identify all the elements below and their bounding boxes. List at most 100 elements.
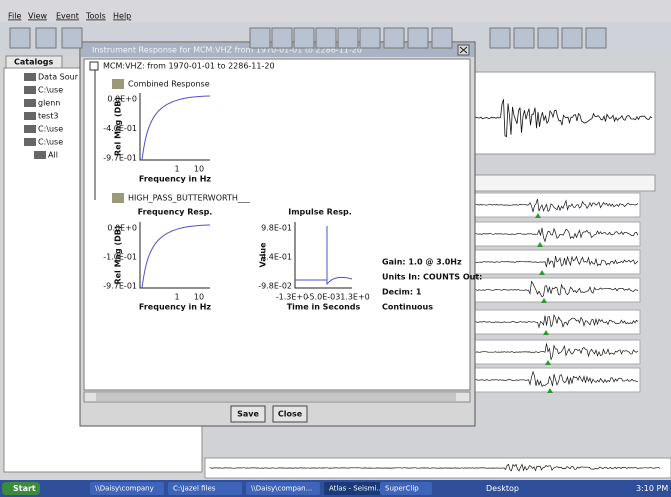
tool-button[interactable]	[407, 27, 429, 49]
tool-button[interactable]	[383, 27, 405, 49]
tree-item[interactable]: C:\use	[38, 125, 63, 134]
menu-item[interactable]: File	[8, 12, 21, 21]
folder-icon	[112, 79, 124, 89]
tool-button[interactable]	[489, 27, 511, 49]
x-tick-label: 1	[174, 293, 179, 302]
catalogs-tab[interactable]	[5, 55, 63, 69]
tree-item[interactable]: glenn	[38, 99, 60, 108]
dialog-content	[83, 58, 471, 391]
tool-button[interactable]	[337, 27, 359, 49]
close-x-icon	[459, 46, 468, 54]
y-tick-label: -1.0E-01	[103, 253, 137, 262]
tool-button[interactable]	[315, 27, 337, 49]
tree-item[interactable]: test3	[38, 112, 58, 121]
menu-bar	[0, 0, 671, 22]
trace	[475, 343, 639, 361]
pick-marker	[543, 330, 549, 335]
plot-title: Impulse Resp.	[288, 208, 352, 217]
button-label[interactable]: Close	[278, 410, 303, 419]
task-label[interactable]: C:\Jazel files	[173, 485, 216, 493]
tree-root[interactable]: MCM:VHZ: from 1970-01-01 to 2286-11-20	[103, 62, 275, 71]
x-axis-label: Frequency in Hz	[139, 175, 212, 184]
tool-button[interactable]	[513, 27, 535, 49]
tree-icon	[24, 138, 36, 146]
menu-item[interactable]: Tools	[85, 12, 106, 21]
tree-item[interactable]: Data Sour	[38, 73, 79, 82]
scroll-thumb[interactable]	[96, 393, 456, 401]
tool-button[interactable]	[271, 27, 293, 49]
pick-marker	[547, 388, 553, 393]
response-curve	[141, 95, 211, 161]
info-line: Units In: COUNTS Out:	[382, 273, 482, 282]
menu-item[interactable]: Help	[113, 12, 131, 21]
menu-item[interactable]: Event	[56, 12, 79, 21]
tree-item[interactable]: C:\use	[38, 86, 63, 95]
task-label[interactable]: \\Daisy\compan...	[251, 485, 312, 493]
tool-button[interactable]	[561, 27, 583, 49]
dialog-title: Instrument Response for MCM:VHZ from 197…	[92, 46, 362, 55]
button-label[interactable]: Save	[237, 410, 259, 419]
tool-button[interactable]	[249, 27, 271, 49]
trace	[471, 99, 653, 138]
tree-node[interactable]: HIGH_PASS_BUTTERWORTH___	[128, 194, 251, 203]
y-tick-label: 0.0E+0	[107, 224, 137, 233]
task-label[interactable]: SuperClip	[385, 485, 419, 493]
y-axis-label: Value	[259, 242, 268, 268]
tab-label[interactable]: Catalogs	[14, 58, 53, 67]
x-tick-label: -1.3E+0	[276, 293, 308, 302]
desktop-label[interactable]: Desktop	[486, 484, 519, 493]
y-axis-label: Rel Mag (DB)	[114, 97, 123, 156]
tree-icon	[24, 99, 36, 107]
task-button[interactable]	[380, 482, 432, 495]
task-button[interactable]	[168, 482, 242, 495]
task-button[interactable]	[90, 482, 164, 495]
plot-axes	[139, 222, 210, 289]
y-tick-label: -9.7E-01	[103, 282, 137, 291]
buttons: Save Close	[230, 405, 308, 423]
tree-icon	[34, 151, 46, 159]
info-line: Gain: 1.0 @ 3.0Hz	[382, 258, 462, 267]
catalog-items: Data Sour C:\use glenn test3 C:\use C:\use All	[24, 73, 79, 160]
tree-node[interactable]: Combined Response	[128, 80, 210, 89]
tool-button[interactable]	[35, 27, 57, 49]
top-trace-box	[469, 71, 656, 155]
tree-icon	[24, 125, 36, 133]
dialog-button[interactable]	[230, 405, 266, 423]
trace	[475, 280, 639, 298]
menu-item[interactable]: View	[28, 12, 47, 21]
tree-toggle[interactable]	[89, 61, 99, 71]
tree-icon	[24, 112, 36, 120]
y-tick-label: -9.7E-01	[103, 154, 137, 163]
task-label[interactable]: \\Daisy\company	[95, 485, 154, 493]
trace	[475, 255, 639, 268]
start-label[interactable]: Start	[13, 484, 36, 493]
y-axis-label: Rel Mag (DB)	[114, 225, 123, 284]
y-tick-label: 9.8E-01	[261, 224, 292, 233]
task-button[interactable]	[246, 482, 320, 495]
y-tick-label: -9.8E-02	[258, 282, 292, 291]
tool-button[interactable]	[293, 27, 315, 49]
tree-item[interactable]: All	[48, 151, 58, 160]
task-button[interactable]	[324, 482, 398, 495]
task-label[interactable]: Atlas - Seismi...	[329, 485, 383, 493]
y-tick-label: 4.4E-01	[261, 253, 292, 262]
tree-item[interactable]: C:\use	[38, 138, 63, 147]
tool-button[interactable]	[359, 27, 381, 49]
tool-button[interactable]	[537, 27, 559, 49]
plot-axes	[294, 222, 352, 289]
trace	[209, 463, 661, 472]
clock: 3:10 PM	[636, 484, 668, 493]
x-tick-label: 10	[194, 165, 204, 174]
dialog-button[interactable]	[272, 405, 308, 423]
pick-marker	[545, 360, 551, 365]
start-button[interactable]	[2, 482, 40, 495]
tree-icon	[24, 86, 36, 94]
tool-button[interactable]	[9, 27, 31, 49]
time-axis	[469, 174, 656, 192]
tool-button[interactable]	[61, 27, 83, 49]
folder-icon	[112, 193, 124, 203]
info-line: Continuous	[382, 303, 433, 312]
tool-button[interactable]	[585, 27, 607, 49]
tool-button[interactable]	[431, 27, 453, 49]
